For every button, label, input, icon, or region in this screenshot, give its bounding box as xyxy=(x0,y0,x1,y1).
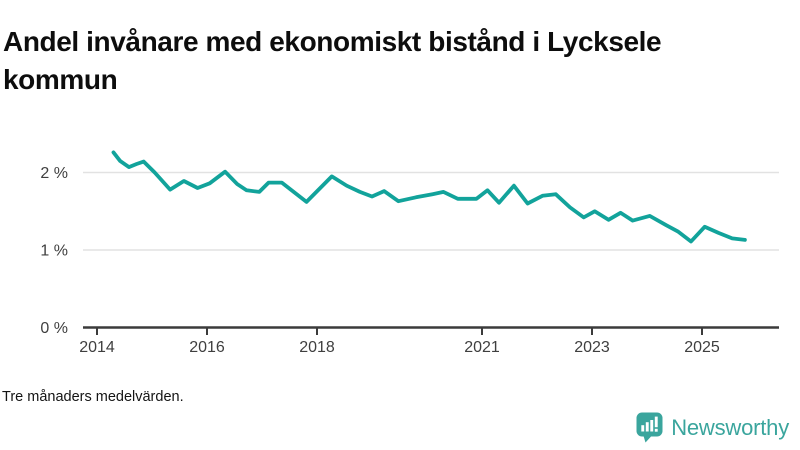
y-tick-label: 2 % xyxy=(40,165,68,182)
data-line xyxy=(111,150,747,244)
page-title: Andel invånare med ekonomiskt bistånd i … xyxy=(3,25,662,95)
x-tick-label: 2025 xyxy=(684,339,720,356)
x-tick-label: 2018 xyxy=(299,339,335,356)
x-tick-label: 2021 xyxy=(464,339,500,356)
y-tick-label: 1 % xyxy=(40,243,68,260)
chart-footnote: Tre månaders medelvärden. xyxy=(2,389,184,405)
x-tick-label: 2016 xyxy=(189,339,225,356)
gridlines xyxy=(83,171,779,251)
brand-name: Newsworthy xyxy=(671,414,789,440)
newsworthy-logo[interactable]: Newsworthy xyxy=(636,412,789,443)
x-tick-label: 2014 xyxy=(79,339,115,356)
y-axis-labels: 0 % 1 % 2 % xyxy=(40,165,68,337)
data-series xyxy=(111,150,747,244)
y-tick-label: 0 % xyxy=(40,320,68,337)
bar-chart-speech-bubble-icon xyxy=(636,412,663,443)
x-tick-label: 2023 xyxy=(574,339,610,356)
x-axis: 2014 2016 2018 2021 2023 2025 xyxy=(79,326,779,356)
